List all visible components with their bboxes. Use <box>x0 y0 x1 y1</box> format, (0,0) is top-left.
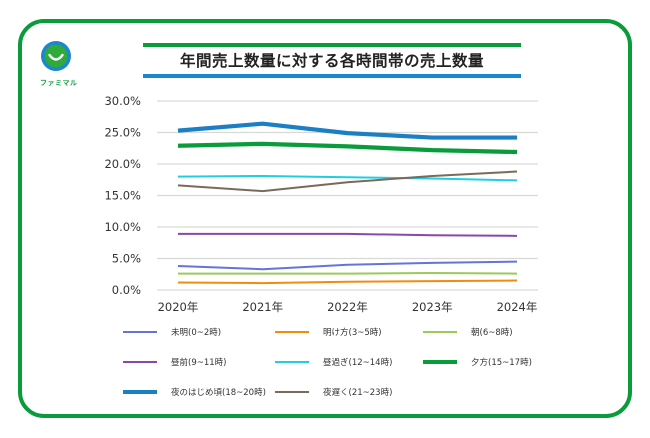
legend-label: 未明(0~2時) <box>171 328 222 338</box>
title-accent-top <box>143 43 521 47</box>
legend-label: 昼前(9~11時) <box>171 358 227 368</box>
legend-item: 朝(6~8時) <box>423 326 513 338</box>
legend-item: 夜のはじめ頃(18~20時) <box>123 386 266 398</box>
legend-swatch <box>123 390 157 394</box>
x-tick-label: 2020年 <box>158 300 199 314</box>
series-line-2 <box>178 271 518 275</box>
series-line-1 <box>177 279 518 285</box>
series-lines <box>177 121 518 285</box>
legend-swatch <box>123 361 157 363</box>
x-tick-label: 2022年 <box>327 300 368 314</box>
legend-swatch <box>275 391 309 393</box>
legend-item: 昼過ぎ(12~14時) <box>275 356 392 368</box>
legend-label: 夕方(15~17時) <box>471 358 532 368</box>
logo-smile <box>48 53 64 61</box>
series-line-6 <box>177 121 517 140</box>
logo-face <box>44 44 68 68</box>
legend-swatch <box>275 361 309 363</box>
legend-item: 明け方(3~5時) <box>275 326 382 338</box>
y-tick-label: 25.0% <box>104 126 141 140</box>
famimaru-logo-icon <box>41 41 71 71</box>
chart-frame <box>18 19 632 418</box>
legend-label: 夜のはじめ頃(18~20時) <box>171 388 266 398</box>
legend-label: 明け方(3~5時) <box>323 328 382 338</box>
legend-label: 夜遅く(21~23時) <box>323 388 393 398</box>
legend-label: 昼過ぎ(12~14時) <box>323 358 393 368</box>
legend-item: 夕方(15~17時) <box>423 356 532 368</box>
legend-item: 未明(0~2時) <box>123 326 221 338</box>
chart-title: 年間売上数量に対する各時間帯の売上数量 <box>179 52 484 70</box>
series-line-7 <box>177 170 518 193</box>
x-axis-ticks: 2020年 2021年 2022年 2023年 2024年 <box>158 300 538 314</box>
legend-swatch <box>123 331 157 333</box>
series-line-0 <box>177 260 518 271</box>
y-tick-label: 10.0% <box>104 220 141 234</box>
title-accent-bottom <box>143 74 521 78</box>
legend-swatch <box>275 331 309 333</box>
x-tick-label: 2023年 <box>412 300 453 314</box>
legend-item: 昼前(9~11時) <box>123 356 226 368</box>
series-line-5 <box>177 141 518 155</box>
series-line-3 <box>178 232 518 237</box>
y-tick-label: 0.0% <box>112 283 141 297</box>
legend-swatch <box>423 331 457 333</box>
x-tick-label: 2021年 <box>242 300 283 314</box>
series-line-4 <box>177 174 518 182</box>
legend-item: 夜遅く(21~23時) <box>275 386 392 398</box>
y-tick-label: 5.0% <box>112 252 141 266</box>
logo-text: ファミマル <box>40 79 78 87</box>
y-tick-label: 15.0% <box>104 189 141 203</box>
legend-swatch <box>423 360 457 364</box>
x-tick-label: 2024年 <box>497 300 538 314</box>
y-tick-label: 20.0% <box>104 157 141 171</box>
y-tick-label: 30.0% <box>104 94 141 108</box>
legend-label: 朝(6~8時) <box>471 328 513 338</box>
y-axis-ticks: 0.0% 5.0% 10.0% 15.0% 20.0% 25.0% 30.0% <box>104 94 141 297</box>
